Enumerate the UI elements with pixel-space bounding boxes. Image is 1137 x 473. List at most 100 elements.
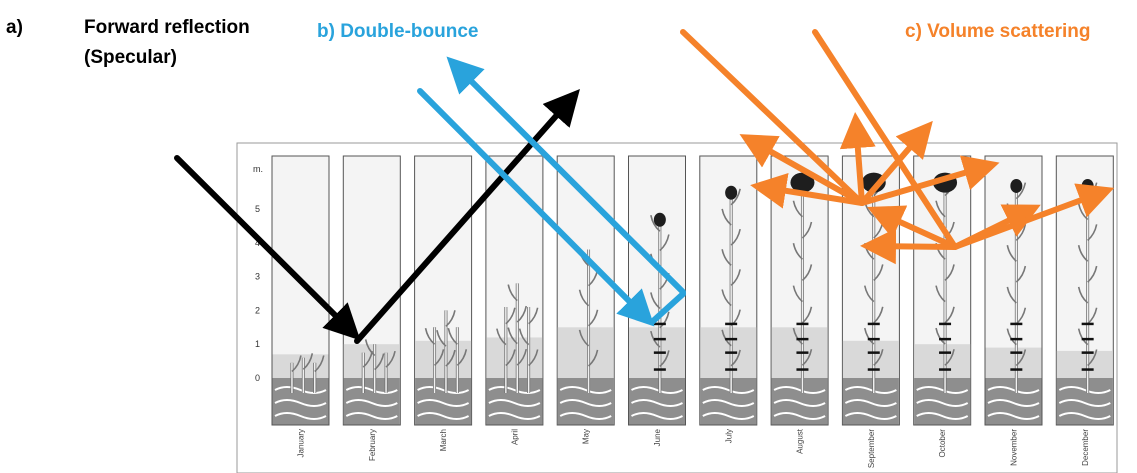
double-bounce-arrows [417,56,686,327]
leaf [863,285,875,303]
leaf [496,328,507,346]
leaf [935,327,946,345]
month-label: April [510,429,519,445]
water-layer [1056,350,1113,378]
root-line [844,399,897,407]
volume-incident-arrow-2 [812,29,958,250]
month-label: November [1010,429,1019,466]
leaf [1087,349,1098,367]
root-line [345,399,398,407]
leaf [935,200,946,218]
root-line [1058,386,1111,394]
label-volume-scattering: c) Volume scattering [905,21,1090,42]
month-panel: July [699,155,758,443]
leaf [944,306,955,324]
leaf [792,285,803,303]
month-panel: February [342,155,401,461]
leaf [721,289,732,307]
root-line [631,412,683,420]
leaf [516,305,528,323]
y-tick-label: 4 [255,238,260,248]
root-line [559,412,612,420]
scatter-arrow-3 [839,112,876,206]
leaf [1015,265,1027,283]
root-line [916,399,969,407]
root-line [417,412,470,420]
leaf [1077,245,1089,262]
scatter-arrow-7 [860,228,958,265]
root-line [488,412,541,420]
leaf [721,208,732,226]
panicle [861,172,886,193]
leaf [792,327,803,345]
root-line [987,399,1040,407]
leaf [730,269,741,286]
leaf [302,353,314,370]
water-layer [914,344,971,378]
leaf [424,328,436,345]
leaf [1006,328,1017,346]
leaf [516,348,528,366]
leaf [721,249,732,266]
root-line [559,399,612,407]
month-label: January [297,429,306,457]
leaf [1087,265,1098,283]
leaf [578,329,590,347]
leaf [659,311,670,329]
leaf [873,306,884,324]
panicle [725,185,738,200]
root-line [1058,399,1111,407]
root-line [274,399,327,407]
leaf [434,349,445,366]
leaf [730,228,741,246]
label-a-letter: a) [6,17,23,38]
leaf [863,327,875,345]
leaf [944,349,955,366]
water-layer [557,327,614,378]
volume-scattering-arrows [680,29,1115,265]
leaf [1077,286,1089,304]
leaf [873,264,884,282]
y-tick-label: 1 [255,339,260,349]
leaf [659,350,670,368]
root-line [559,386,612,394]
leaf [507,327,518,345]
leaf [364,339,376,357]
forward-reflected-arrow [354,89,580,344]
label-specular: (Specular) [84,47,177,68]
root-line [274,412,327,420]
root-line [702,399,755,407]
root-line [631,386,683,394]
double-bounce-incident-arrow [417,88,655,327]
axis-unit-label: m. [253,164,263,174]
leaf [291,355,302,373]
scatter-arrow-9 [952,183,1115,250]
root-line [345,412,398,420]
root-line [488,399,541,407]
root-line [987,412,1040,420]
month-label: August [796,428,805,454]
root-line [773,386,826,394]
leaf [505,349,516,367]
label-double-bounce: b) Double-bounce [317,21,478,42]
leaf [518,328,530,346]
leaf [528,349,539,367]
scatter-arrow-2 [750,173,865,209]
leaf [505,307,516,325]
scatter-arrow-4 [859,120,933,206]
root-line [773,412,826,420]
leaf [1077,328,1089,346]
leaf [792,243,803,260]
month-label: December [1081,429,1090,466]
month-panel: August [770,155,829,454]
month-label: February [368,429,377,461]
leaf [873,349,884,366]
forward-incident-arrow [174,155,361,341]
water-layer [486,337,543,378]
height-axis: m. 5 4 3 2 1 0 [253,164,263,383]
month-panel: December [1055,155,1114,466]
leaf [456,349,468,366]
double-bounce-return-arrow [446,56,686,295]
root-line [417,386,470,394]
leaf [436,330,447,347]
